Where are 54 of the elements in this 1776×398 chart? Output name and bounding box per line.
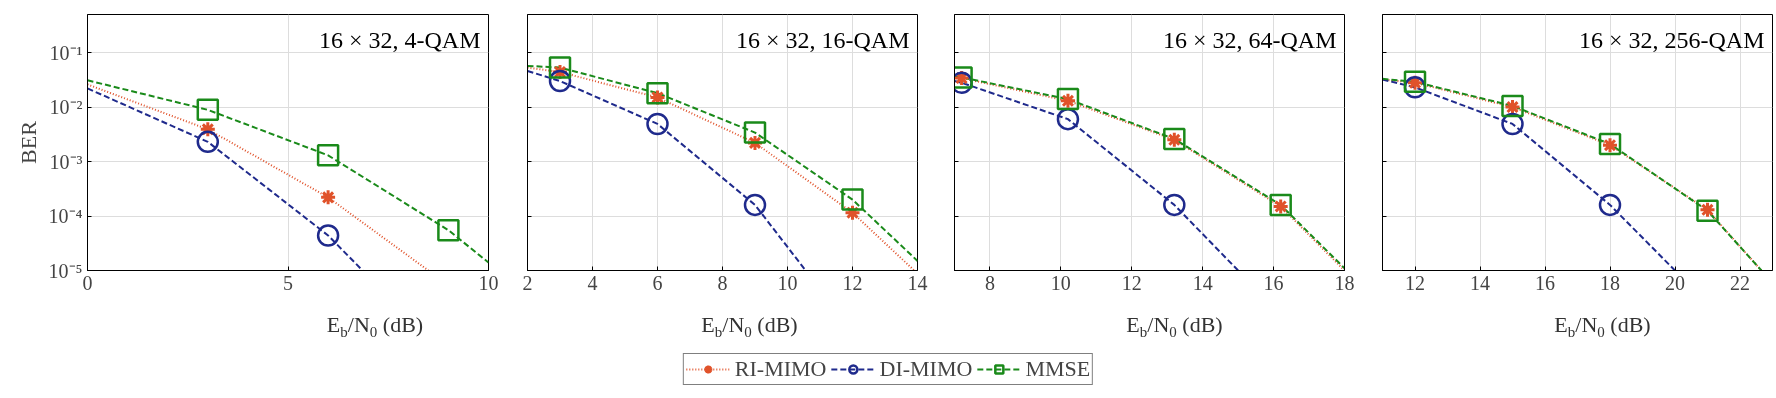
y-tick-label: 10⁻⁵	[48, 259, 83, 282]
x-tick-label: 6	[652, 271, 663, 294]
text: 16 × 32, 64-QAM	[1162, 26, 1337, 53]
point	[316, 144, 340, 167]
x-tick-label: 10	[1050, 271, 1071, 294]
line-series	[87, 87, 364, 271]
x-tick-label: 22	[1730, 271, 1750, 294]
point	[196, 130, 220, 154]
x-tick-label: 14	[907, 271, 928, 294]
point	[743, 121, 767, 144]
x-tick-label: 8	[717, 271, 728, 294]
text: 16 × 32, 4-QAM	[318, 26, 481, 53]
point	[841, 188, 864, 211]
x-tick-label: 8	[984, 271, 995, 294]
point	[437, 218, 460, 242]
legend-label: MMSE	[1025, 356, 1091, 382]
x-tick-label: 18	[1334, 271, 1355, 294]
x-tick-label: 12	[842, 271, 863, 294]
text: 16 × 32, 256-QAM	[1578, 26, 1765, 53]
x-tick-label: 16	[1263, 271, 1284, 294]
y-tick-label: 10⁻⁴	[48, 205, 83, 228]
point	[1598, 193, 1622, 217]
x-tick-label: 14	[1470, 271, 1490, 294]
y-tick-label: 10⁻²	[49, 96, 83, 119]
point	[319, 188, 337, 206]
point	[743, 193, 767, 217]
y-tick-label: 10⁻¹	[49, 41, 83, 64]
legend-label: RI-MIMO	[734, 356, 827, 382]
legend-label: DI-MIMO	[879, 356, 973, 382]
x-tick-label: 18	[1600, 271, 1620, 294]
x-tick-label: 14	[1192, 271, 1213, 294]
x-tick-label: 5	[283, 271, 293, 294]
point	[196, 98, 220, 122]
line-series	[87, 83, 430, 271]
x-tick-label: 12	[1405, 271, 1425, 294]
point	[646, 112, 669, 136]
point	[316, 224, 340, 247]
point	[548, 69, 572, 93]
x-tick-label: 4	[587, 271, 598, 294]
x-tick-label: 2	[522, 271, 533, 294]
point	[646, 81, 669, 105]
point	[548, 56, 572, 79]
y-axis-title: BER	[15, 120, 41, 164]
x-tick-label: 10	[478, 271, 499, 294]
x-tick-label: 0	[82, 271, 93, 294]
x-tick-label: 10	[777, 271, 798, 294]
line-series	[87, 79, 489, 264]
y-tick-label: 10⁻³	[49, 150, 83, 173]
x-tick-label: 16	[1535, 271, 1555, 294]
point	[1163, 193, 1186, 217]
point	[1056, 87, 1080, 111]
x-tick-label: 12	[1121, 271, 1142, 294]
text: 16 × 32, 16-QAM	[735, 26, 910, 53]
x-tick-label: 20	[1665, 271, 1685, 294]
